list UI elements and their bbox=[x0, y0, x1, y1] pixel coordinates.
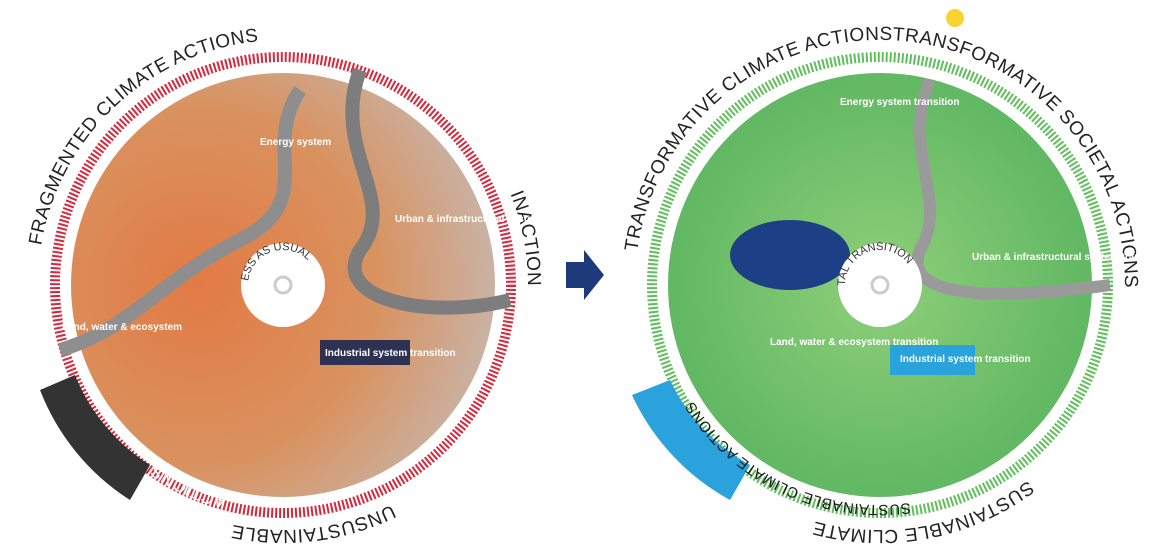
ring-label-text: UNSUSTAINABLE bbox=[229, 500, 398, 546]
ring-label: INACTION bbox=[506, 188, 544, 287]
sun bbox=[946, 9, 964, 27]
sector-label: Urban & infrastructural system bbox=[395, 214, 542, 225]
sector-label: Energy system transition bbox=[840, 97, 959, 108]
left-panel: FRAGMENTED CLIMATE ACTIONS INACTION UNSU… bbox=[0, 0, 544, 546]
sector-label: Urban & infrastructural system transitio… bbox=[972, 252, 1156, 263]
figure: FRAGMENTED CLIMATE ACTIONS INACTION UNSU… bbox=[0, 0, 1156, 554]
lake bbox=[730, 220, 850, 290]
sector-label: Industrial system transition bbox=[325, 348, 456, 359]
sector-label: Land, water & ecosystem transition bbox=[770, 337, 938, 348]
ring-label: UNSUSTAINABLE bbox=[229, 500, 398, 546]
sector-label: Industrial system transition bbox=[900, 354, 1031, 365]
ring-label-text: INACTION bbox=[506, 188, 544, 287]
sector-label: Energy system bbox=[260, 137, 331, 148]
sector-label: Land, water & ecosystem bbox=[62, 322, 182, 333]
transition-arrow bbox=[566, 250, 604, 300]
